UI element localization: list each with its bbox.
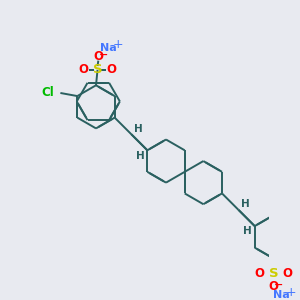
- Text: O: O: [93, 50, 103, 63]
- Text: Na: Na: [273, 290, 290, 300]
- Text: O: O: [106, 63, 116, 76]
- Text: S: S: [268, 267, 278, 280]
- Text: H: H: [243, 226, 252, 236]
- Text: H: H: [241, 200, 250, 209]
- Text: −: −: [274, 280, 283, 290]
- Text: S: S: [93, 63, 102, 76]
- Text: H: H: [136, 151, 145, 161]
- Text: O: O: [254, 267, 265, 280]
- Text: +: +: [112, 38, 123, 51]
- Text: O: O: [268, 280, 278, 293]
- Text: Cl: Cl: [41, 86, 54, 99]
- Text: H: H: [134, 124, 142, 134]
- Text: Na: Na: [100, 43, 117, 53]
- Text: O: O: [79, 63, 89, 76]
- Text: O: O: [282, 267, 292, 280]
- Text: −: −: [99, 50, 108, 59]
- Text: +: +: [286, 286, 296, 299]
